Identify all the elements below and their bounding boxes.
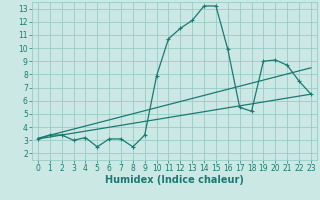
X-axis label: Humidex (Indice chaleur): Humidex (Indice chaleur) <box>105 175 244 185</box>
